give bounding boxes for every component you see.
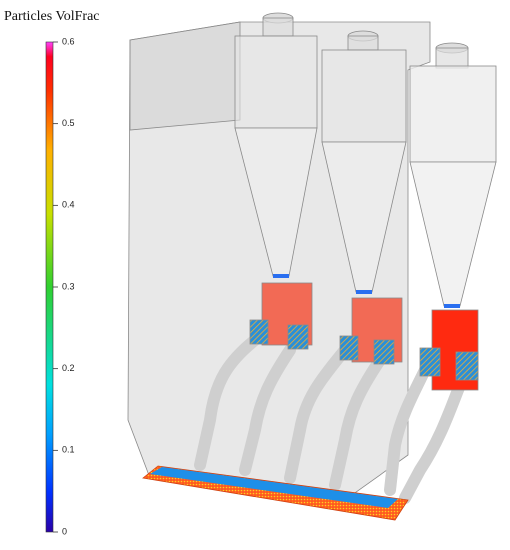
colorbar <box>45 41 54 533</box>
dipleg <box>356 290 372 294</box>
colorbar-title: Particles VolFrac <box>4 9 100 24</box>
cyclone-cone <box>409 161 497 307</box>
tick-label: 0.2 <box>62 363 75 373</box>
loop-seal-port <box>339 335 359 361</box>
loop-seal-port <box>373 339 395 365</box>
cyclone-outlet <box>347 35 379 51</box>
tick-label: 0.6 <box>62 36 75 46</box>
cyclone-body <box>321 49 407 143</box>
cyclone-outlet <box>435 47 469 69</box>
loop-seal-port <box>249 319 269 345</box>
tick-label: 0.1 <box>62 445 75 455</box>
tick-label: 0 <box>62 526 67 536</box>
cyclone-outlet <box>262 17 294 37</box>
loop-seal-port <box>287 324 309 350</box>
tick-label: 0.4 <box>62 200 75 210</box>
colorbar-ticks: 0 0.1 0.2 0.3 0.4 0.5 0.6 <box>53 36 75 536</box>
loop-seal-port <box>419 347 441 377</box>
equipment <box>127 12 497 521</box>
tick-label: 0.5 <box>62 118 75 128</box>
cyclone-body <box>409 65 497 163</box>
pipes <box>194 334 466 504</box>
loop-seal-port <box>455 351 479 381</box>
dipleg <box>273 274 289 278</box>
dipleg <box>444 304 460 308</box>
tick-label: 0.3 <box>62 281 75 291</box>
bed-surface <box>150 467 398 508</box>
housing-face <box>129 21 241 131</box>
cyclone-body <box>234 35 318 129</box>
